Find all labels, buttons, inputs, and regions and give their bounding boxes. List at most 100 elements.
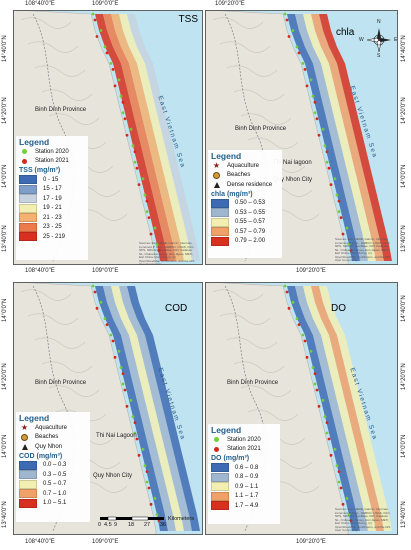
legend-symbol-row: Station 2021	[208, 445, 280, 455]
beach-icon	[19, 433, 30, 441]
province-label: Binh Dinh Province	[227, 380, 279, 386]
terrain-line	[27, 41, 79, 53]
terrain-line	[212, 289, 264, 301]
station-marker	[287, 306, 291, 310]
legend-class-row: 0.0 – 0.3	[16, 460, 90, 471]
station-marker	[99, 29, 103, 32]
station-marker	[325, 431, 329, 435]
legend-symbol-label: Aquaculture	[35, 424, 68, 431]
legend-symbol-label: Beaches	[227, 172, 251, 179]
station-marker	[121, 111, 125, 115]
station-marker	[297, 323, 301, 327]
station-marker	[291, 300, 295, 304]
station-marker	[155, 243, 159, 246]
legend-symbol-label: Station 2021	[35, 158, 69, 165]
water-quality-band	[287, 286, 360, 531]
scale-bar: 0 4.5 9 18 27 36 Kilometers	[97, 514, 197, 530]
station-marker	[283, 284, 287, 288]
station-marker	[95, 35, 99, 38]
attribution: Sources: Esri, HERE, Garmin, Intermap, i…	[335, 237, 391, 262]
legend-title: Legend	[211, 151, 242, 161]
legend-symbol-row: Station 2020	[16, 147, 88, 157]
water-quality-band	[103, 286, 176, 531]
lat-label: 13°40'0"N	[401, 225, 407, 252]
attribution: Sources: Esri, HERE, Garmin, Intermap, i…	[139, 241, 195, 265]
legend-swatch	[19, 498, 37, 508]
station-marker	[93, 18, 97, 22]
legend-class-label: 25 - 219	[43, 233, 66, 240]
terrain-line	[247, 409, 299, 421]
legend-class-label: 15 - 17	[43, 186, 62, 193]
scale-tick: 4.5	[104, 522, 112, 528]
legend-symbols: Station 2020 Station 2021	[16, 147, 88, 166]
terrain-line	[48, 385, 100, 397]
legend-class-label: 0.55 – 0.57	[235, 219, 266, 226]
station-marker	[337, 210, 341, 214]
station-marker	[335, 193, 339, 197]
legend-class-row: 17 - 19	[16, 194, 88, 204]
water-quality-band	[127, 14, 200, 261]
legend-tss: Legend Station 2020 Station 2021 TSS (mg/…	[16, 136, 88, 260]
station-marker	[325, 421, 329, 425]
province-label: Binh Dinh Province	[35, 380, 87, 386]
station-marker	[133, 150, 137, 154]
province-label: Binh Dinh Province	[235, 126, 287, 132]
legend-symbol-row: ★ Aquaculture	[16, 423, 90, 433]
legend-class-row: 23 - 25	[16, 222, 88, 233]
city-label: Quy Nhon City	[93, 473, 133, 479]
legend-class-row: 0.55 – 0.57	[208, 217, 282, 228]
terrain-line	[226, 337, 278, 349]
station-marker	[309, 78, 313, 82]
legend-cod: Legend ★ Aquaculture Beaches Quy Nhon COD (…	[16, 412, 90, 522]
station-marker	[121, 372, 125, 376]
station-marker	[303, 68, 307, 71]
compass-e: E	[394, 37, 398, 43]
compass-s: S	[377, 53, 381, 59]
legend-class-label: 1.7 – 4.9	[235, 502, 259, 509]
legend-symbol-row: Station 2020	[208, 435, 280, 445]
legend-symbol-label: Station 2021	[227, 446, 261, 453]
station-marker	[333, 447, 337, 451]
lat-label: 14°0'0"N	[2, 164, 8, 188]
legend-symbol-row: Dense residence	[208, 180, 282, 190]
legend-swatch	[211, 217, 229, 227]
station-marker	[285, 290, 289, 294]
legend-class-label: 0.8 – 0.9	[235, 474, 259, 481]
legend-class-row: 1.7 – 4.9	[208, 501, 280, 511]
legend-symbol-row: Beaches	[208, 171, 282, 181]
legend-swatch	[19, 213, 37, 223]
terrain-line	[34, 65, 86, 77]
terrain-line	[41, 361, 93, 373]
station-marker	[123, 117, 127, 121]
legend-class-label: 21 - 23	[43, 214, 62, 221]
legend-swatch	[211, 482, 229, 492]
station-marker	[143, 193, 147, 197]
station-marker	[125, 404, 129, 408]
legend-class-label: 23 - 25	[43, 224, 62, 231]
legend-do: Legend Station 2020 Station 2021 DO (mg/m…	[208, 424, 280, 524]
station-marker	[147, 216, 151, 220]
terrain-line	[20, 289, 72, 301]
station-marker	[349, 249, 353, 252]
station-marker	[145, 470, 149, 474]
terrain-line	[247, 137, 299, 149]
station-marker	[305, 84, 309, 88]
legend-swatch	[19, 194, 37, 204]
station-marker	[105, 51, 109, 55]
legend-symbol-label: Aquaculture	[227, 162, 260, 169]
map-frame	[205, 10, 398, 265]
legend-swatch	[19, 222, 37, 232]
station-marker	[313, 111, 317, 115]
lat-label: 14°0'0"N	[401, 164, 407, 188]
terrain-line	[240, 385, 292, 397]
station-marker	[93, 290, 97, 294]
station-marker	[135, 166, 139, 170]
legend-class-label: 0.5 – 0.7	[43, 481, 67, 488]
province-boundary	[224, 13, 267, 262]
water-quality-band	[303, 14, 376, 261]
map-frame	[13, 10, 203, 265]
legend-class-row: 0.9 – 1.1	[208, 482, 280, 492]
station-marker	[143, 464, 147, 468]
legend-swatch	[211, 236, 229, 246]
station-marker	[119, 366, 123, 370]
